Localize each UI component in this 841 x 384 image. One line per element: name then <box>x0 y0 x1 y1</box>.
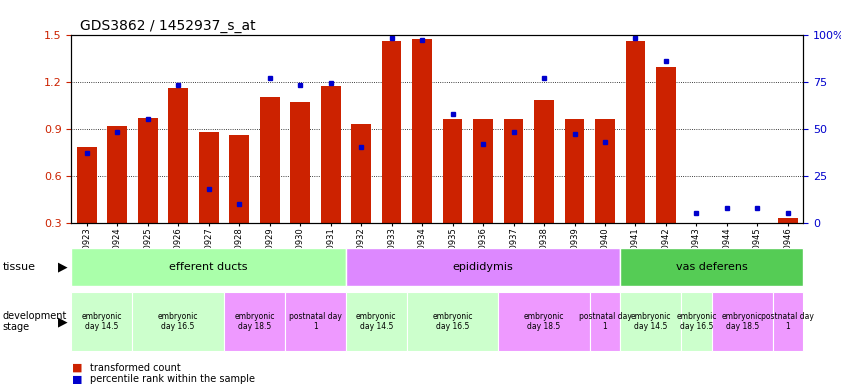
Text: ▶: ▶ <box>58 315 67 328</box>
Bar <box>290 102 310 223</box>
Bar <box>320 86 341 223</box>
Bar <box>198 132 219 223</box>
Bar <box>778 218 798 223</box>
Text: embryonic
day 16.5: embryonic day 16.5 <box>676 312 717 331</box>
Bar <box>534 101 554 223</box>
Text: embryonic
day 16.5: embryonic day 16.5 <box>158 312 198 331</box>
Text: GDS3862 / 1452937_s_at: GDS3862 / 1452937_s_at <box>80 19 256 33</box>
Text: postnatal day
1: postnatal day 1 <box>761 312 814 331</box>
Bar <box>77 147 97 223</box>
Bar <box>168 88 188 223</box>
Bar <box>442 119 463 223</box>
Bar <box>412 39 432 223</box>
Text: percentile rank within the sample: percentile rank within the sample <box>90 374 255 384</box>
Text: transformed count: transformed count <box>90 363 181 373</box>
Bar <box>108 126 127 223</box>
Bar <box>382 41 401 223</box>
Text: tissue: tissue <box>3 262 35 272</box>
Bar <box>504 119 523 223</box>
Bar <box>656 68 676 223</box>
Text: embryonic
day 18.5: embryonic day 18.5 <box>524 312 564 331</box>
Bar <box>595 119 615 223</box>
Text: embryonic
day 14.5: embryonic day 14.5 <box>356 312 397 331</box>
Text: embryonic
day 14.5: embryonic day 14.5 <box>82 312 122 331</box>
Bar <box>230 135 249 223</box>
Text: ■: ■ <box>71 363 82 373</box>
Text: postnatal day
1: postnatal day 1 <box>579 312 632 331</box>
Bar <box>564 119 584 223</box>
Text: embryonic
day 18.5: embryonic day 18.5 <box>722 312 763 331</box>
Text: postnatal day
1: postnatal day 1 <box>289 312 341 331</box>
Text: embryonic
day 18.5: embryonic day 18.5 <box>234 312 275 331</box>
Bar <box>626 41 645 223</box>
Text: ▶: ▶ <box>58 260 67 273</box>
Bar <box>260 97 279 223</box>
Text: development
stage: development stage <box>3 311 67 333</box>
Text: vas deferens: vas deferens <box>676 262 748 272</box>
Text: epididymis: epididymis <box>452 262 513 272</box>
Bar <box>138 118 157 223</box>
Bar <box>352 124 371 223</box>
Text: ■: ■ <box>71 374 82 384</box>
Bar <box>473 119 493 223</box>
Text: embryonic
day 16.5: embryonic day 16.5 <box>432 312 473 331</box>
Text: embryonic
day 14.5: embryonic day 14.5 <box>631 312 671 331</box>
Text: efferent ducts: efferent ducts <box>169 262 248 272</box>
